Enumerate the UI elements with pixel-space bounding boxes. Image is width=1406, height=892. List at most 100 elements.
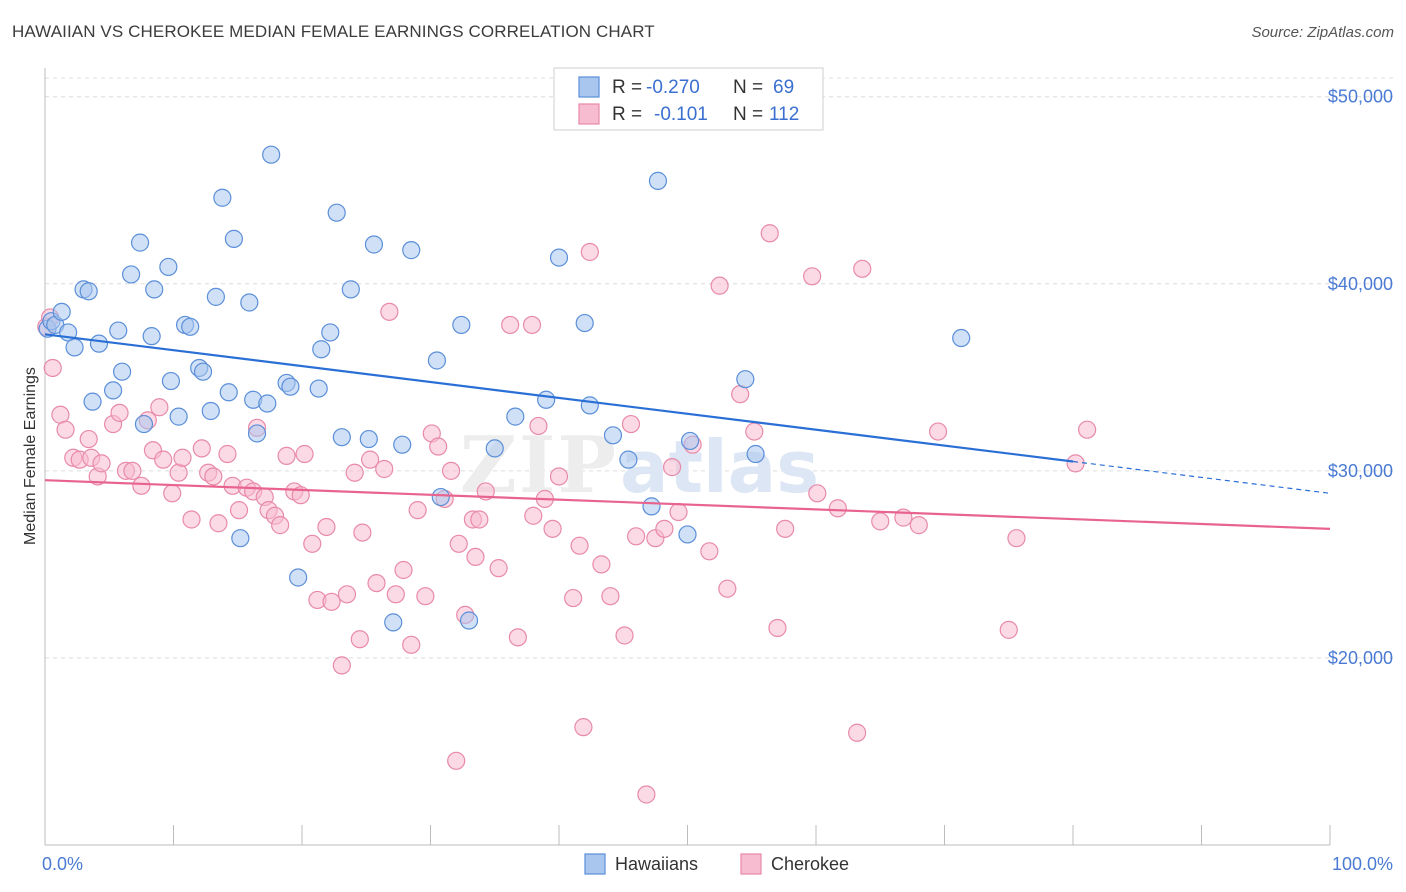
cherokee-point [564,588,583,608]
cherokee-point [110,403,129,422]
cherokee-point [337,585,357,604]
cherokee-point [380,302,399,321]
cherokee-point [669,502,688,522]
hawaiian-point [506,407,525,426]
cherokee-point [375,459,394,479]
hawaiian-point [642,497,661,516]
cherokee-point [429,437,448,456]
cherokee-point [574,718,593,737]
legend-box: R = -0.270 N = 69 R = -0.101 N = 112 [553,67,824,131]
cherokee-point [828,499,847,518]
cherokee-point [173,448,192,467]
cherokee-point [353,523,372,542]
hawaiian-point [402,241,421,260]
cherokee-point [322,592,341,611]
hawaiian-point [575,313,594,333]
bottom-legend-label-cherokee: Cherokee [771,854,849,874]
cherokee-point [43,358,62,378]
hawaiian-point [161,371,181,391]
hawaiian-point [112,362,132,381]
hawaiian-trend-extension [1072,460,1331,494]
hawaiian-point [83,392,102,411]
cherokee-point [621,414,641,434]
trend-lines [44,333,1331,530]
hawaiian-point [341,280,360,299]
cherokee-point [303,534,322,553]
cherokee-point [848,723,867,742]
hawaiian-point [427,351,447,370]
cherokee-point [154,450,173,469]
cherokee-point [637,785,656,804]
cherokee-point [394,560,413,580]
cherokee-point [808,484,827,503]
hawaiian-point [603,426,623,445]
cherokee-point [317,517,336,537]
hawaiian-point [193,362,213,381]
cherokee-point [361,450,380,469]
hawaiian-point [121,265,141,284]
cherokee-point [601,587,620,606]
cherokee-point [700,542,719,561]
legend-r-value-hawaiians: -0.270 [646,77,700,98]
hawaiian-point [680,431,700,451]
hawaiian-point [181,317,200,336]
cherokee-point [169,463,188,482]
hawaiian-point [452,315,471,335]
hawaiian-point [240,293,259,312]
cherokee-point [150,398,169,417]
cherokee-point [570,536,589,555]
cherokee-point [549,467,569,486]
cherokee-point [350,630,369,649]
cherokee-point [295,444,314,464]
bottom-legend-label-hawaiians: Hawaiians [615,854,698,874]
hawaiian-point [104,381,123,400]
bottom-legend-swatch-hawaiians [584,853,606,875]
hawaiian-point [580,396,599,415]
x-tick-label-min: 0.0% [42,854,83,874]
cherokee-point [56,420,75,439]
hawaiian-point [459,611,479,630]
hawaiian-point [231,529,250,548]
cherokee-point [449,534,468,553]
legend-swatch-hawaiians [578,76,600,98]
hawaiian-point [142,327,161,346]
cherokee-point [718,579,737,598]
cherokee-point [416,587,435,606]
hawaiian-point [247,424,267,443]
chart-title: HAWAIIAN VS CHEROKEE MEDIAN FEMALE EARNI… [12,22,655,41]
y-tick-label: $40,000 [1328,274,1393,294]
cherokee-point [408,501,427,520]
hawaiian-point [648,171,668,190]
hawaiian-point [79,282,98,301]
cherokee-points [37,224,1097,804]
hawaiian-point [393,435,412,454]
cherokee-point [501,315,520,335]
x-tick-label-max: 100.0% [1332,854,1393,874]
hawaiian-point [952,328,971,348]
hawaiian-point [145,280,164,299]
cherokee-point [928,422,948,441]
hawaiian-point [65,338,84,357]
legend-r-value-cherokee: -0.101 [654,104,708,125]
cherokee-point [615,626,634,645]
hawaiian-point [201,401,220,421]
cherokee-point [909,516,928,535]
cherokee-point [592,555,611,574]
y-tick-label: $50,000 [1328,87,1393,107]
cherokee-point [655,519,674,538]
cherokee-point [710,276,729,295]
hawaiian-point [537,390,556,409]
hawaiian-point [332,428,351,447]
y-tick-label: $20,000 [1328,648,1393,668]
hawaiian-point [130,233,150,252]
hawaiian-point [309,379,328,398]
cherokee-point [543,519,562,538]
hawaiian-point [736,370,755,389]
cherokee-point [163,484,182,503]
cherokee-point [345,463,364,482]
hawaiian-point [206,287,226,306]
cherokee-point [871,512,890,531]
bottom-legend-swatch-cherokee [740,853,762,875]
cherokee-point [466,547,485,567]
